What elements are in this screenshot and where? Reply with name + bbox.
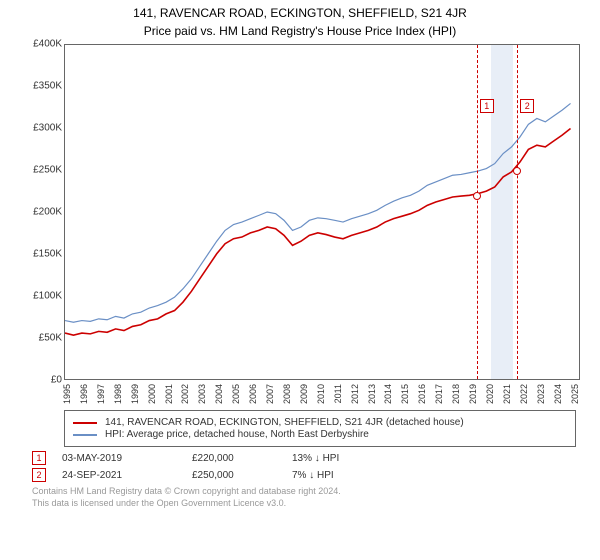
legend-swatch [73,434,97,436]
x-tick-label: 2006 [248,384,258,404]
x-tick-label: 1995 [62,384,72,404]
x-axis: 1995 1996 1997 1998 1999 2000 2001 2002 2003 2004… [64,384,580,406]
legend-item: HPI: Average price, detached house, Nort… [73,429,567,440]
chart-title: 141, RAVENCAR ROAD, ECKINGTON, SHEFFIELD… [0,0,600,20]
y-axis: £0£50K£100K£150K£200K£250K£300K£350K£400… [20,44,64,380]
legend: 141, RAVENCAR ROAD, ECKINGTON, SHEFFIELD… [64,410,576,447]
y-tick-label: £150K [33,249,62,260]
x-tick-label: 2019 [468,384,478,404]
x-tick-label: 2021 [502,384,512,404]
y-tick-label: £200K [33,207,62,218]
sales-table: 1 03-MAY-2019£220,00013% ↓ HPI 2 24-SEP-202… [32,451,576,482]
y-tick-label: £400K [33,39,62,50]
sale-date: 24-SEP-2021 [62,470,192,481]
sale-row-marker: 2 [32,468,46,482]
x-tick-label: 2015 [400,384,410,404]
chart-area: £0£50K£100K£150K£200K£250K£300K£350K£400… [20,44,580,406]
legend-swatch [73,422,97,424]
sale-marker-box: 1 [480,99,494,113]
x-tick-label: 2013 [367,384,377,404]
x-tick-label: 2003 [197,384,207,404]
x-tick-label: 2007 [265,384,275,404]
attribution-line: Contains HM Land Registry data © Crown c… [32,486,576,498]
chart-subtitle: Price paid vs. HM Land Registry's House … [0,20,600,44]
x-tick-label: 2014 [383,384,393,404]
y-tick-label: £50K [39,333,62,344]
sale-point [513,167,521,175]
x-tick-label: 2008 [282,384,292,404]
x-tick-label: 2011 [333,384,343,403]
plot-area: 12 [64,44,580,380]
series-hpi [65,103,571,322]
line-layer [65,45,579,379]
x-tick-label: 1998 [113,384,123,404]
x-tick-label: 2025 [570,384,580,404]
sale-row-marker: 1 [32,451,46,465]
sale-vertical-line [477,45,478,379]
legend-label: HPI: Average price, detached house, Nort… [105,429,369,440]
y-tick-label: £350K [33,81,62,92]
y-tick-label: £250K [33,165,62,176]
x-tick-label: 2004 [214,384,224,404]
x-tick-label: 2001 [164,384,174,404]
sale-row: 2 24-SEP-2021£250,0007% ↓ HPI [32,468,576,482]
chart-container: 141, RAVENCAR ROAD, ECKINGTON, SHEFFIELD… [0,0,600,560]
x-tick-label: 1996 [79,384,89,404]
x-tick-label: 1999 [130,384,140,404]
sale-price: £220,000 [192,453,292,464]
x-tick-label: 2002 [180,384,190,404]
sale-date: 03-MAY-2019 [62,453,192,464]
x-tick-label: 2022 [519,384,529,404]
y-tick-label: £0 [51,375,62,386]
x-tick-label: 2005 [231,384,241,404]
sale-row: 1 03-MAY-2019£220,00013% ↓ HPI [32,451,576,465]
x-tick-label: 2012 [350,384,360,404]
x-tick-label: 2000 [147,384,157,404]
y-tick-label: £100K [33,291,62,302]
series-price_paid [65,129,571,336]
legend-label: 141, RAVENCAR ROAD, ECKINGTON, SHEFFIELD… [105,417,464,428]
x-tick-label: 2020 [485,384,495,404]
attribution: Contains HM Land Registry data © Crown c… [32,486,576,509]
x-tick-label: 2010 [316,384,326,404]
x-tick-label: 2024 [553,384,563,404]
x-tick-label: 2009 [299,384,309,404]
y-tick-label: £300K [33,123,62,134]
x-tick-label: 2023 [536,384,546,404]
sale-marker-box: 2 [520,99,534,113]
legend-item: 141, RAVENCAR ROAD, ECKINGTON, SHEFFIELD… [73,417,567,428]
x-tick-label: 2017 [434,384,444,404]
sale-diff: 13% ↓ HPI [292,453,392,464]
sale-vertical-line [517,45,518,379]
x-tick-label: 2016 [417,384,427,404]
sale-diff: 7% ↓ HPI [292,470,392,481]
attribution-line: This data is licensed under the Open Gov… [32,498,576,510]
sale-price: £250,000 [192,470,292,481]
x-tick-label: 1997 [96,384,106,404]
sale-point [473,192,481,200]
x-tick-label: 2018 [451,384,461,404]
